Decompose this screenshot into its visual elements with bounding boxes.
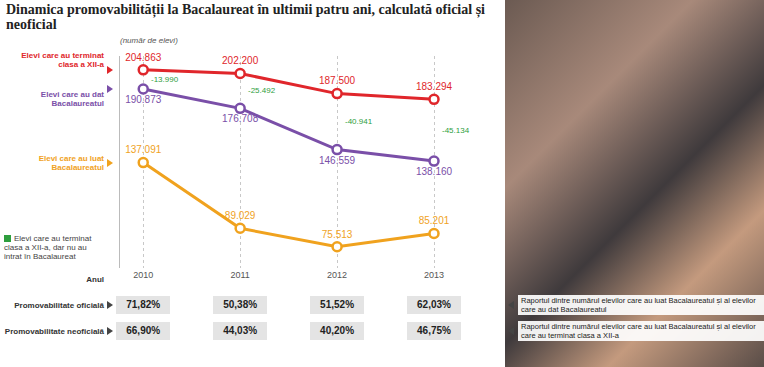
html-text:Promovabilitate oficială: Promovabilitate oficială bbox=[14, 300, 104, 310]
svg-text:89.029: 89.029 bbox=[225, 210, 256, 221]
svg-text:-25.492: -25.492 bbox=[248, 86, 276, 95]
svg-text:85.201: 85.201 bbox=[419, 215, 450, 226]
html-text:40,20%: 40,20% bbox=[320, 325, 354, 336]
html-text:Elevi care au terminat clasa a: Elevi care au terminat clasa a XII-a bbox=[21, 50, 104, 69]
html-text:44,03%: 44,03% bbox=[223, 325, 258, 336]
svg-text:202.200: 202.200 bbox=[222, 55, 259, 66]
html-text:Raportul dintre numărul elevil: Raportul dintre numărul elevilor care au… bbox=[521, 322, 756, 340]
svg-text:137.091: 137.091 bbox=[125, 144, 162, 155]
html-text:46,75%: 46,75% bbox=[417, 325, 451, 336]
svg-text:75.513: 75.513 bbox=[322, 229, 353, 240]
html-text:Dinamica promovabilității la B: Dinamica promovabilității la Bacalaureat… bbox=[6, 2, 485, 32]
svg-text:176.708: 176.708 bbox=[222, 113, 259, 124]
svg-text:138.160: 138.160 bbox=[416, 166, 453, 177]
html-text:Elevi care au terminat clasa a: Elevi care au terminat clasa a XII-a, da… bbox=[4, 234, 92, 261]
html-text:Raportul dintre numărul elevil: Raportul dintre numărul elevilor care au… bbox=[521, 296, 756, 314]
svg-text:-45.134: -45.134 bbox=[442, 126, 470, 135]
svg-text:-13.990: -13.990 bbox=[151, 75, 179, 84]
svg-text:2012: 2012 bbox=[327, 270, 347, 280]
html-text:Promovabilitate neoficială: Promovabilitate neoficială bbox=[4, 326, 104, 336]
html-text:50,38%: 50,38% bbox=[223, 299, 258, 310]
html-text:51,52%: 51,52% bbox=[320, 299, 354, 310]
html-text:Elevi care au luat Bacalaureat: Elevi care au luat Bacalaureatul bbox=[38, 153, 104, 172]
html-text:(număr de elevi): (număr de elevi) bbox=[120, 36, 178, 45]
html-text:Anul: Anul bbox=[86, 275, 104, 284]
html-text:66,90%: 66,90% bbox=[126, 325, 161, 336]
svg-text:187.500: 187.500 bbox=[319, 75, 356, 86]
svg-text:2013: 2013 bbox=[424, 270, 444, 280]
html-text:62,03%: 62,03% bbox=[417, 299, 451, 310]
html-text:71,82%: 71,82% bbox=[126, 299, 161, 310]
svg-text:183.294: 183.294 bbox=[416, 81, 453, 92]
svg-text:146.559: 146.559 bbox=[319, 155, 356, 166]
html-text:Elevi care au dat Bacalaureatu: Elevi care au dat Bacalaureatul bbox=[40, 90, 104, 108]
svg-text:204.863: 204.863 bbox=[125, 52, 162, 63]
svg-text:2011: 2011 bbox=[230, 270, 249, 280]
svg-text:-40.941: -40.941 bbox=[345, 117, 373, 126]
svg-text:190.873: 190.873 bbox=[125, 94, 162, 105]
svg-text:2010: 2010 bbox=[133, 270, 153, 280]
